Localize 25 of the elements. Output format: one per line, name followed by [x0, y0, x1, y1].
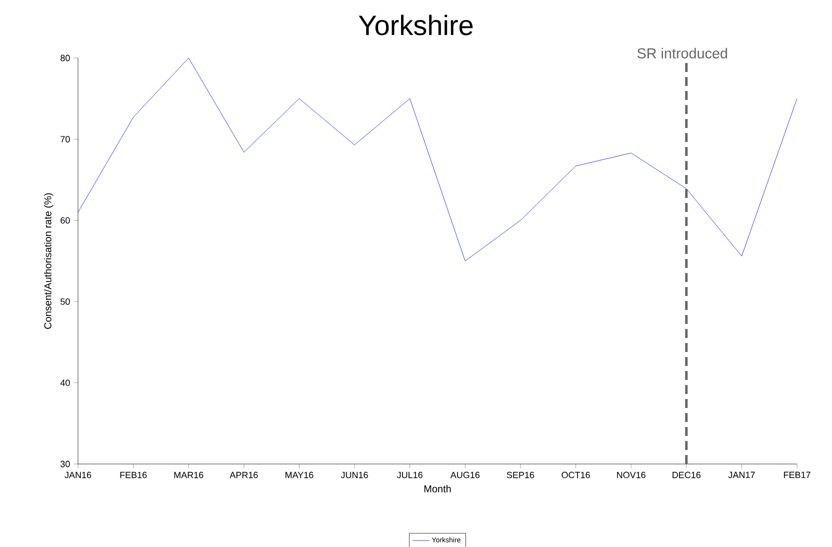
y-tick-label: 50 [60, 298, 70, 305]
chart-title: Yorkshire [358, 14, 473, 36]
x-tick-label: DEC16 [672, 472, 700, 478]
x-axis-title: Month [424, 485, 451, 492]
x-tick-label: JAN17 [728, 472, 755, 478]
x-tick-label: SEP16 [506, 472, 534, 478]
x-tick-label: JAN16 [64, 472, 92, 478]
x-tick-label: FEB16 [120, 472, 147, 478]
x-tick-label: OCT16 [562, 472, 590, 478]
x-tick-label: AUG16 [450, 472, 480, 478]
x-tick-label: JUN16 [340, 472, 368, 478]
x-tick-label: FEB17 [784, 472, 810, 478]
y-tick-label: 70 [60, 136, 70, 142]
y-tick-label: 40 [60, 380, 70, 386]
y-axis-title: Consent/Authorisation rate (%) [44, 193, 54, 329]
y-tick-label: 60 [60, 217, 70, 224]
y-tick-label: 30 [60, 460, 70, 468]
ref-line-label: SR introduced [637, 48, 728, 58]
x-tick-label: NOV16 [617, 472, 646, 478]
x-tick-label: MAY16 [286, 472, 314, 478]
x-tick-label: JUL16 [396, 472, 422, 478]
x-tick-label: MAR16 [174, 472, 204, 478]
y-tick-label: 80 [60, 54, 70, 62]
x-tick-label: APR16 [230, 472, 258, 478]
line-series [78, 58, 798, 262]
